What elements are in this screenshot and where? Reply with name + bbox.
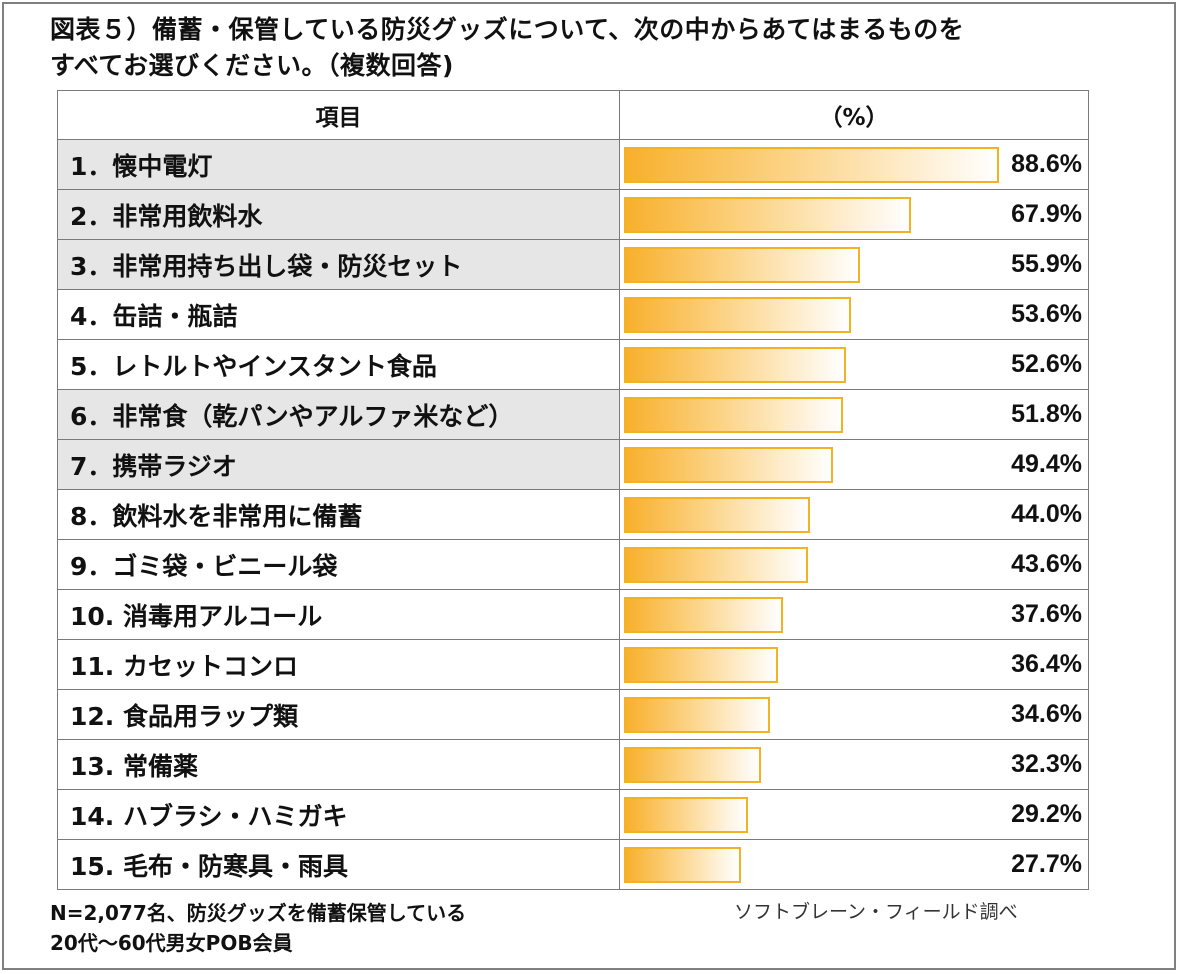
- value-label: 53.6%: [1011, 300, 1082, 328]
- category-label: 7．携帯ラジオ: [57, 439, 620, 490]
- value-label: 36.4%: [1011, 650, 1082, 678]
- category-label: 5．レトルトやインスタント食品: [57, 339, 620, 390]
- value-cell: 67.9%: [619, 189, 1089, 240]
- category-label: 8．飲料水を非常用に備蓄: [57, 489, 620, 540]
- value-label: 32.3%: [1011, 750, 1082, 778]
- chart-title: 図表５）備蓄・保管している防災グッズについて、次の中からあてはまるものを すべて…: [50, 12, 1130, 84]
- header-item: 項目: [57, 90, 620, 140]
- table-row: 12. 食品用ラップ類 34.6%: [57, 689, 1089, 740]
- category-label: 15. 毛布・防寒具・雨具: [57, 839, 620, 890]
- bar: [624, 797, 748, 833]
- bar: [624, 697, 770, 733]
- table-row: 10. 消毒用アルコール 37.6%: [57, 589, 1089, 640]
- footnote: N=2,077名、防災グッズを備蓄保管している 20代～60代男女POB会員: [50, 898, 466, 958]
- value-label: 37.6%: [1011, 600, 1082, 628]
- category-label: 4．缶詰・瓶詰: [57, 289, 620, 340]
- value-cell: 36.4%: [619, 639, 1089, 690]
- value-cell: 53.6%: [619, 289, 1089, 340]
- value-label: 51.8%: [1011, 400, 1082, 428]
- table-row: 11. カセットコンロ 36.4%: [57, 639, 1089, 690]
- category-label: 9．ゴミ袋・ビニール袋: [57, 539, 620, 590]
- table-row: 14. ハブラシ・ハミガキ 29.2%: [57, 789, 1089, 840]
- title-line-2: すべてお選びください。（複数回答): [50, 51, 454, 80]
- value-cell: 37.6%: [619, 589, 1089, 640]
- value-cell: 27.7%: [619, 839, 1089, 890]
- category-label: 6．非常食（乾パンやアルファ米など）: [57, 389, 620, 440]
- value-label: 43.6%: [1011, 550, 1082, 578]
- table-row: 6．非常食（乾パンやアルファ米など） 51.8%: [57, 389, 1089, 440]
- value-cell: 32.3%: [619, 739, 1089, 790]
- table-row: 8．飲料水を非常用に備蓄 44.0%: [57, 489, 1089, 540]
- value-cell: 88.6%: [619, 139, 1089, 190]
- table-row: 4．缶詰・瓶詰 53.6%: [57, 289, 1089, 340]
- value-label: 67.9%: [1011, 200, 1082, 228]
- value-label: 44.0%: [1011, 500, 1082, 528]
- table-row: 1．懐中電灯 88.6%: [57, 139, 1089, 190]
- value-label: 49.4%: [1011, 450, 1082, 478]
- bar: [624, 197, 911, 233]
- header-value: （%）: [619, 90, 1089, 140]
- category-label: 11. カセットコンロ: [57, 639, 620, 690]
- table-row: 5．レトルトやインスタント食品 52.6%: [57, 339, 1089, 390]
- bar: [624, 147, 999, 183]
- value-label: 34.6%: [1011, 700, 1082, 728]
- bar: [624, 347, 846, 383]
- value-cell: 34.6%: [619, 689, 1089, 740]
- value-label: 29.2%: [1011, 800, 1082, 828]
- category-label: 14. ハブラシ・ハミガキ: [57, 789, 620, 840]
- bar: [624, 547, 808, 583]
- footnote-line-2: 20代～60代男女POB会員: [50, 931, 293, 955]
- category-label: 3．非常用持ち出し袋・防災セット: [57, 239, 620, 290]
- table-row: 9．ゴミ袋・ビニール袋 43.6%: [57, 539, 1089, 590]
- value-cell: 43.6%: [619, 539, 1089, 590]
- bar: [624, 847, 741, 883]
- value-cell: 44.0%: [619, 489, 1089, 540]
- bar: [624, 647, 778, 683]
- data-table: 項目 （%） 1．懐中電灯 88.6% 2．非常用飲料水 67.9% 3．非常用持ち出し…: [57, 90, 1089, 890]
- value-label: 88.6%: [1011, 150, 1082, 178]
- table-row: 15. 毛布・防寒具・雨具 27.7%: [57, 839, 1089, 890]
- bar: [624, 447, 833, 483]
- table-row: 13. 常備薬 32.3%: [57, 739, 1089, 790]
- title-line-1: 図表５）備蓄・保管している防災グッズについて、次の中からあてはまるものを: [50, 15, 965, 44]
- bar: [624, 497, 810, 533]
- footnote-line-1: N=2,077名、防災グッズを備蓄保管している: [50, 901, 467, 925]
- category-label: 2．非常用飲料水: [57, 189, 620, 240]
- table-body: 1．懐中電灯 88.6% 2．非常用飲料水 67.9% 3．非常用持ち出し袋・防災セット…: [57, 139, 1089, 890]
- value-cell: 52.6%: [619, 339, 1089, 390]
- header-row: 項目 （%）: [57, 90, 1089, 140]
- category-label: 13. 常備薬: [57, 739, 620, 790]
- bar: [624, 397, 843, 433]
- value-label: 52.6%: [1011, 350, 1082, 378]
- value-label: 55.9%: [1011, 250, 1082, 278]
- category-label: 12. 食品用ラップ類: [57, 689, 620, 740]
- table-row: 3．非常用持ち出し袋・防災セット 55.9%: [57, 239, 1089, 290]
- category-label: 1．懐中電灯: [57, 139, 620, 190]
- bar: [624, 747, 761, 783]
- table-row: 2．非常用飲料水 67.9%: [57, 189, 1089, 240]
- value-cell: 29.2%: [619, 789, 1089, 840]
- bar: [624, 597, 783, 633]
- bar: [624, 297, 851, 333]
- bar: [624, 247, 860, 283]
- value-cell: 49.4%: [619, 439, 1089, 490]
- source-note: ソフトブレーン・フィールド調べ: [734, 901, 1018, 923]
- value-label: 27.7%: [1011, 850, 1082, 878]
- category-label: 10. 消毒用アルコール: [57, 589, 620, 640]
- table-row: 7．携帯ラジオ 49.4%: [57, 439, 1089, 490]
- value-cell: 51.8%: [619, 389, 1089, 440]
- value-cell: 55.9%: [619, 239, 1089, 290]
